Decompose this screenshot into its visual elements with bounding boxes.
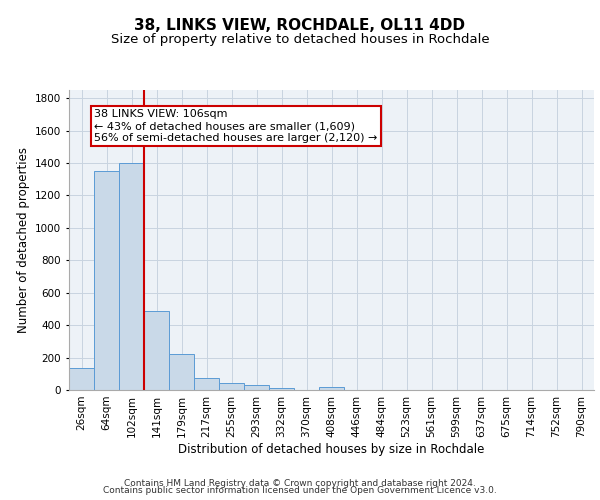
X-axis label: Distribution of detached houses by size in Rochdale: Distribution of detached houses by size … bbox=[178, 442, 485, 456]
Bar bbox=[169, 354, 194, 390]
Text: Contains public sector information licensed under the Open Government Licence v3: Contains public sector information licen… bbox=[103, 486, 497, 495]
Bar bbox=[119, 163, 144, 390]
Bar bbox=[244, 386, 269, 390]
Bar bbox=[219, 383, 244, 390]
Bar bbox=[69, 368, 94, 390]
Bar bbox=[269, 388, 294, 390]
Bar bbox=[194, 378, 219, 390]
Text: 38, LINKS VIEW, ROCHDALE, OL11 4DD: 38, LINKS VIEW, ROCHDALE, OL11 4DD bbox=[134, 18, 466, 32]
Y-axis label: Number of detached properties: Number of detached properties bbox=[17, 147, 29, 333]
Bar bbox=[319, 387, 344, 390]
Text: Size of property relative to detached houses in Rochdale: Size of property relative to detached ho… bbox=[110, 32, 490, 46]
Bar bbox=[94, 171, 119, 390]
Bar bbox=[144, 310, 169, 390]
Text: Contains HM Land Registry data © Crown copyright and database right 2024.: Contains HM Land Registry data © Crown c… bbox=[124, 478, 476, 488]
Text: 38 LINKS VIEW: 106sqm
← 43% of detached houses are smaller (1,609)
56% of semi-d: 38 LINKS VIEW: 106sqm ← 43% of detached … bbox=[94, 110, 377, 142]
